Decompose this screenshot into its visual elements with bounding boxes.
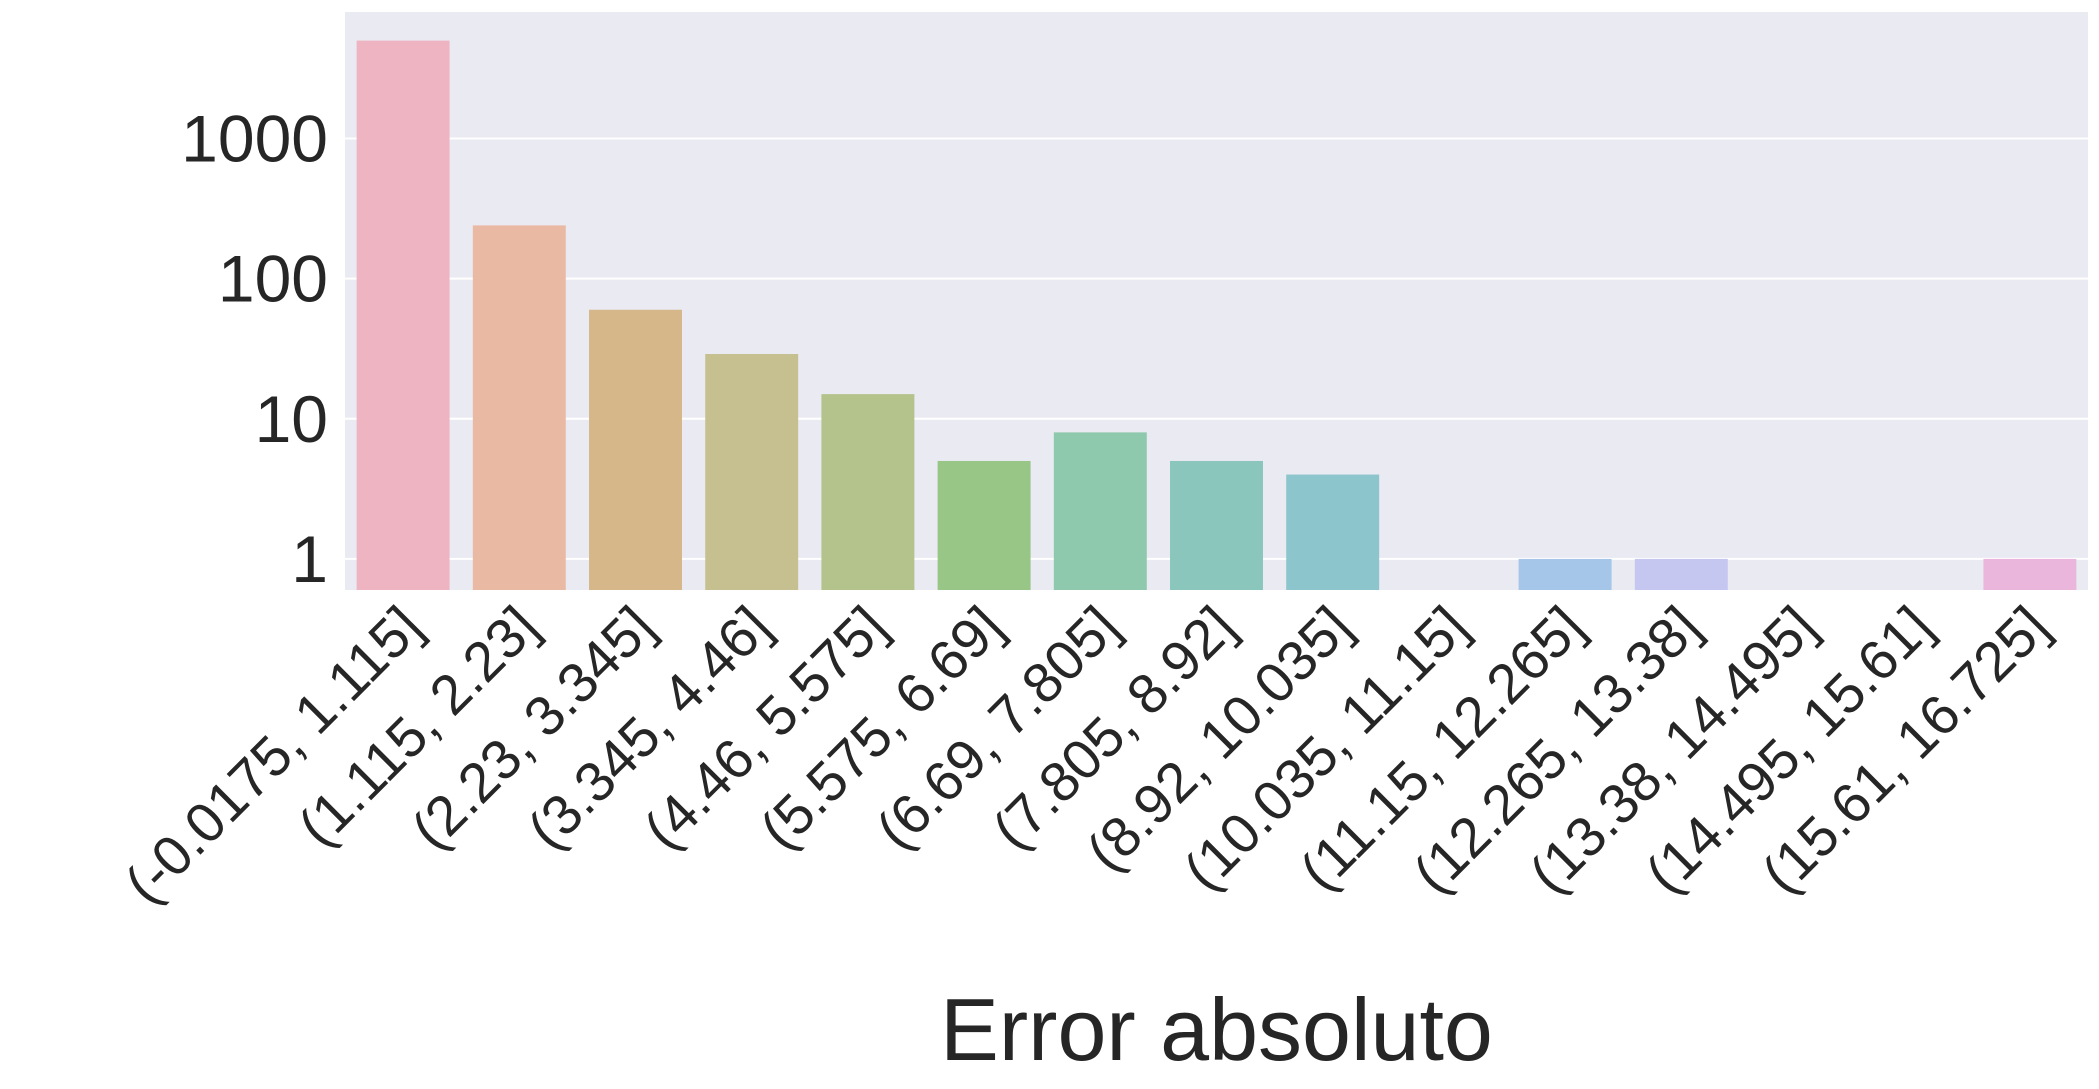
y-tick-label: 1 [291, 522, 328, 596]
y-tick-labels: 1 10 100 1000 [181, 102, 328, 596]
bar [589, 309, 682, 590]
bars [356, 40, 2077, 590]
bar [1170, 460, 1263, 590]
x-axis-label: Error absoluto [940, 980, 1493, 1079]
y-tick-label: 10 [255, 382, 328, 456]
bar [1634, 558, 1728, 590]
y-tick-label: 100 [218, 242, 328, 316]
bar [1518, 558, 1612, 590]
bar [821, 394, 915, 590]
bar [1286, 474, 1380, 590]
bar [937, 460, 1031, 590]
bar [1983, 558, 2077, 590]
bar [472, 225, 566, 590]
x-tick-labels: (-0.0175, 1.115](1.115, 2.23](2.23, 3.34… [112, 594, 2060, 915]
bar [356, 40, 450, 590]
bar [1053, 432, 1147, 590]
bar [705, 353, 799, 590]
y-tick-label: 1000 [181, 102, 328, 176]
